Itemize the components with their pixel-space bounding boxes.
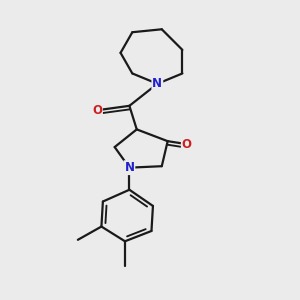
Text: O: O bbox=[92, 104, 102, 117]
Text: N: N bbox=[124, 161, 134, 174]
Text: O: O bbox=[182, 138, 192, 151]
Text: N: N bbox=[152, 77, 162, 90]
